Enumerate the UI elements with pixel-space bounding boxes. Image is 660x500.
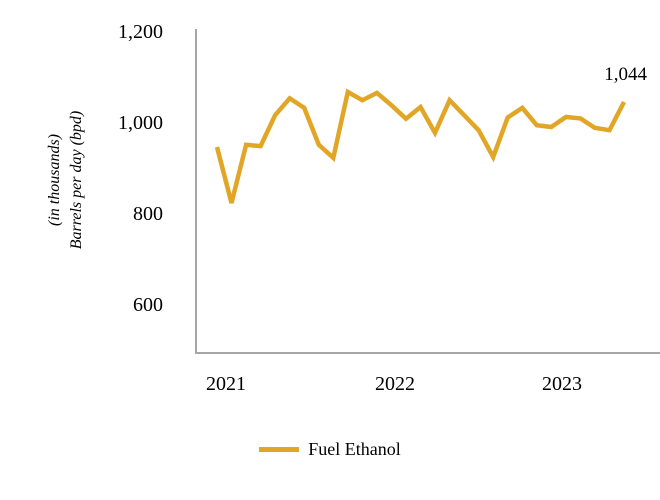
series-group [214,88,627,204]
y-axis-title-line2: (in thousands) [46,134,63,226]
fuel-ethanol-line [214,88,627,204]
y-axis-title-line1: Barrels per day (bpd) [68,111,85,250]
y-axis-title: Barrels per day (bpd) (in thousands) [46,111,85,250]
y-tick-label: 600 [133,294,163,316]
end-value-label: 1,044 [604,64,647,85]
x-year-label: 2022 [375,373,415,395]
x-axis-labels: 2021 2022 2023 [206,373,582,395]
x-year-label: 2021 [206,373,246,395]
legend-label: Fuel Ethanol [308,439,401,459]
axes [195,29,660,354]
y-tick-label: 800 [133,203,163,225]
x-year-label: 2023 [542,373,582,395]
y-tick-label: 1,000 [118,112,163,134]
y-tick-label: 1,200 [118,21,163,43]
legend-line-swatch [259,446,300,452]
last-point-data-label: 1,044 [604,64,647,85]
line-chart: Barrels per day (bpd) (in thousands) 1,20… [46,21,660,395]
y-axis-tick-labels: 1,200 1,000 800 600 [118,21,163,316]
legend: Fuel Ethanol [0,440,660,458]
